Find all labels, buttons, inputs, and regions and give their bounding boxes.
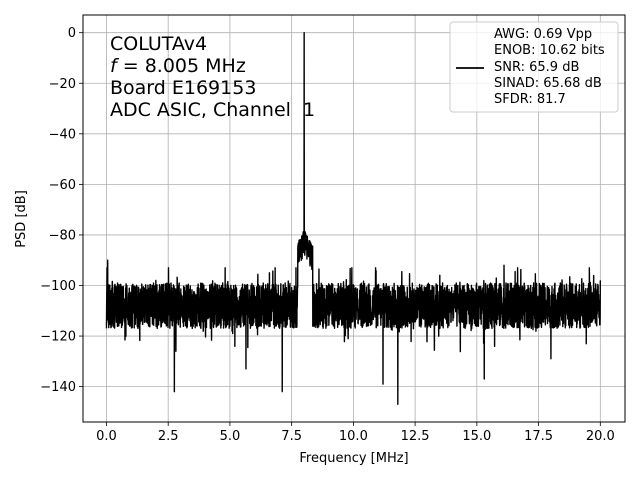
x-tick-label: 10.0 (339, 429, 368, 444)
x-tick-label: 15.0 (462, 429, 491, 444)
annotation-frequency-value: = 8.005 MHz (117, 55, 246, 77)
axis-ticks: 0.0 2.5 5.0 7.5 10.0 12.5 15.0 17.5 20.0 0 −20 −40 −… (40, 26, 615, 444)
y-tick-label: −80 (49, 228, 76, 243)
plot-frame (82, 14, 626, 423)
psd-line (105, 32, 602, 405)
annotation-frequency-symbol: f (110, 55, 120, 77)
annotation-block: COLUTAv4 f = 8.005 MHz Board E169153 ADC… (110, 33, 315, 121)
x-tick-label: 0.0 (96, 429, 117, 444)
y-tick-label: −100 (40, 279, 76, 294)
y-axis-label: PSD [dB] (14, 190, 29, 248)
y-tick-label: −40 (49, 127, 76, 142)
legend-line-enob: ENOB: 10.62 bits (494, 43, 605, 58)
y-tick-label: −60 (49, 178, 76, 193)
x-tick-label: 5.0 (220, 429, 241, 444)
x-tick-label: 20.0 (586, 429, 615, 444)
legend-line-sinad: SINAD: 65.68 dB (494, 76, 602, 91)
legend: AWG: 0.69 Vpp ENOB: 10.62 bits SNR: 65.9… (449, 21, 619, 113)
y-tick-label: −120 (40, 330, 76, 345)
y-tick-label: 0 (68, 26, 76, 41)
grid (83, 15, 625, 422)
annotation-frequency: f = 8.005 MHz (110, 55, 246, 77)
annotation-board: Board E169153 (110, 77, 256, 99)
legend-box (449, 21, 619, 113)
x-tick-label: 12.5 (401, 429, 430, 444)
legend-line-awg: AWG: 0.69 Vpp (494, 27, 592, 42)
x-tick-label: 7.5 (281, 429, 302, 444)
y-tick-label: −140 (40, 380, 76, 395)
annotation-device: COLUTAv4 (110, 33, 207, 55)
x-tick-label: 2.5 (158, 429, 179, 444)
psd-series (105, 32, 602, 405)
annotation-channel: ADC ASIC, Channel 1 (110, 99, 315, 121)
legend-line-sfdr: SFDR: 81.7 (494, 92, 566, 107)
legend-line-snr: SNR: 65.9 dB (494, 60, 579, 75)
x-axis-label: Frequency [MHz] (299, 451, 408, 466)
y-tick-label: −20 (49, 77, 76, 92)
x-tick-label: 17.5 (524, 429, 553, 444)
